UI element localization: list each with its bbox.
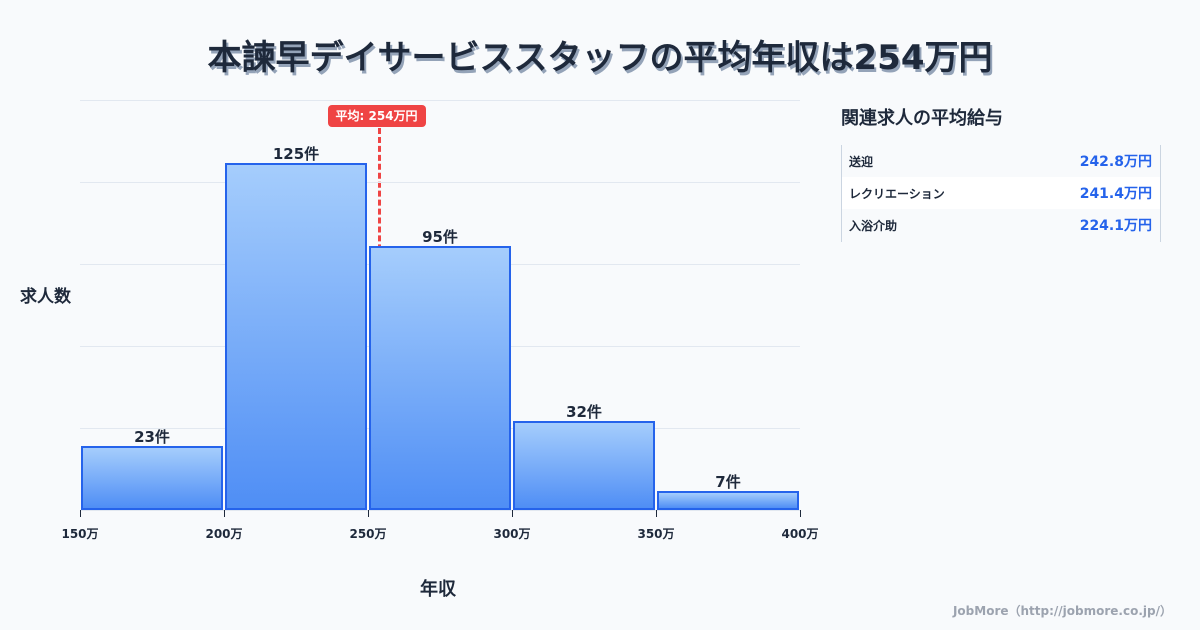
related-salary-row: 送迎 242.8万円 <box>842 145 1160 177</box>
x-tick <box>224 510 225 517</box>
y-axis-label: 求人数 <box>20 287 71 307</box>
related-salary-table: 送迎 242.8万円 レクリエーション 241.4万円 入浴介助 224.1万円 <box>841 145 1161 242</box>
x-tick-label: 200万 <box>205 527 243 541</box>
row-value: 242.8万円 <box>1079 154 1152 170</box>
x-axis-line <box>80 510 800 511</box>
page-title: 本諫早デイサービススタッフの平均年収は254万円 <box>207 38 993 78</box>
row-label: レクリエーション <box>849 186 945 201</box>
histogram-bar <box>657 490 799 510</box>
gridline <box>80 182 800 183</box>
x-axis-label: 年収 <box>420 579 456 600</box>
row-value: 241.4万円 <box>1079 186 1152 202</box>
bar-value-label: 95件 <box>422 227 458 246</box>
bar-value-label: 7件 <box>715 472 741 491</box>
gridline <box>80 100 800 101</box>
histogram-bar <box>225 162 367 510</box>
x-tick-label: 150万 <box>61 527 99 541</box>
footer-credit: JobMore（http://jobmore.co.jp/） <box>952 604 1172 618</box>
histogram-bar <box>81 446 223 510</box>
related-salary-row: レクリエーション 241.4万円 <box>842 177 1160 209</box>
histogram-bar <box>369 245 511 510</box>
x-tick <box>800 510 801 517</box>
x-tick <box>368 510 369 517</box>
bar-value-label: 125件 <box>272 144 320 163</box>
row-label: 入浴介助 <box>849 218 898 233</box>
x-tick-label: 350万 <box>637 527 675 541</box>
x-tick-label: 250万 <box>349 527 387 541</box>
x-tick <box>656 510 657 517</box>
x-tick <box>512 510 513 517</box>
mean-badge: 平均: 254万円 <box>327 105 426 127</box>
row-label: 送迎 <box>849 154 874 169</box>
related-salary-row: 入浴介助 224.1万円 <box>842 209 1160 241</box>
histogram-bar <box>513 421 655 510</box>
x-tick <box>80 510 81 517</box>
related-salary-title: 関連求人の平均給与 <box>841 108 1003 129</box>
row-value: 224.1万円 <box>1079 218 1152 234</box>
x-tick-label: 300万 <box>493 527 531 541</box>
bar-value-label: 23件 <box>134 428 170 447</box>
bar-value-label: 32件 <box>566 403 602 422</box>
histogram-chart: 求人数 年収 平均: 254万円 23件 125件 95件 32件 7件 150万 200万… <box>20 100 819 600</box>
x-tick-label: 400万 <box>781 527 819 541</box>
